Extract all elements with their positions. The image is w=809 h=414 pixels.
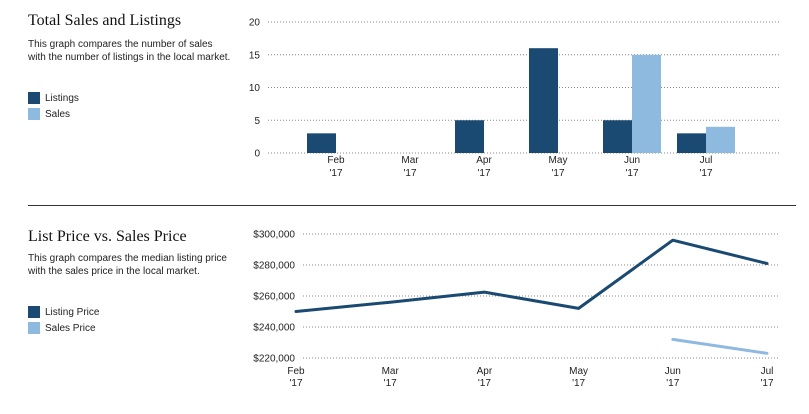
price-legend: Listing Price Sales Price [28,304,99,336]
x-tick-label-feb: Feb [287,366,305,377]
legend-label-listings: Listings [45,92,79,104]
legend-swatch-sales [28,108,40,120]
legend-label-sales: Sales [45,108,71,120]
y-tick-label-0: 0 [254,149,260,160]
x-tick-year-apr: '17 [477,168,490,179]
legend-swatch-listing-price [28,306,40,318]
bar-sales-jun [632,54,661,153]
x-tick-year-jun: '17 [625,168,638,179]
legend-swatch-listings [28,92,40,104]
x-tick-year-feb: '17 [289,378,302,389]
bar-listings-may [529,48,558,154]
legend-label-sales-price: Sales Price [45,322,96,334]
legend-item-listings: Listings [28,90,79,106]
x-tick-year-may: '17 [551,168,564,179]
x-tick-label-apr: Apr [477,366,493,377]
x-tick-label-feb: Feb [327,155,345,166]
x-tick-label-mar: Mar [382,366,400,377]
x-tick-label-apr: Apr [476,155,492,166]
x-tick-label-may: May [549,155,568,166]
x-tick-label-jun: Jun [665,366,681,377]
line-sales-price [671,337,769,355]
bar-listings-jul [677,133,706,153]
legend-swatch-sales-price [28,322,40,334]
x-tick-year-jun: '17 [666,378,679,389]
legend-item-listing-price: Listing Price [28,304,99,320]
price-line-chart: $220,000 $240,000 $260,000 $280,000 $300,000… [253,230,779,389]
y-tick-label-280000: $280,000 [253,261,295,272]
x-tick-label-may: May [569,366,588,377]
bar-sales-jul [706,126,735,153]
legend-item-sales-price: Sales Price [28,320,99,336]
x-tick-year-may: '17 [572,378,585,389]
x-tick-year-jul: '17 [699,168,712,179]
bar-listings-jun [603,120,632,153]
y-tick-label-240000: $240,000 [253,323,295,334]
sales-listings-title: Total Sales and Listings [28,12,182,29]
y-tick-label-220000: $220,000 [253,354,295,365]
legend-item-sales: Sales [28,106,79,122]
sales-listings-bar-chart: 0 5 10 15 20 Feb '17 Mar '17 Apr '17 May '17 Jun '17 Ju… [249,18,779,179]
price-title: List Price vs. Sales Price [28,228,187,245]
section-divider [28,205,796,206]
bar-listings-feb [307,133,336,153]
x-tick-label-mar: Mar [401,155,419,166]
x-tick-label-jun: Jun [624,155,640,166]
sales-listings-panel: Total Sales and Listings This graph comp… [0,0,809,200]
line-listing-price [294,238,769,313]
x-tick-year-jul: '17 [760,378,773,389]
bar-listings-apr [455,120,484,153]
x-tick-year-mar: '17 [384,378,397,389]
y-tick-label-10: 10 [249,83,261,94]
legend-label-listing-price: Listing Price [45,306,100,318]
y-tick-label-260000: $260,000 [253,292,295,303]
sales-listings-description: This graph compares the number of sales … [28,39,231,63]
x-tick-year-mar: '17 [403,168,416,179]
x-tick-label-jul: Jul [700,155,713,166]
x-tick-label-jul: Jul [761,366,774,377]
x-tick-year-feb: '17 [329,168,342,179]
y-tick-label-5: 5 [254,116,260,127]
y-tick-label-15: 15 [249,50,261,61]
sales-listings-legend: Listings Sales [28,90,79,122]
y-tick-label-300000: $300,000 [253,230,295,241]
x-tick-year-apr: '17 [478,378,491,389]
price-description: This graph compares the median listing p… [28,253,227,277]
y-tick-label-20: 20 [249,18,261,29]
price-panel: List Price vs. Sales Price This graph co… [0,214,809,414]
